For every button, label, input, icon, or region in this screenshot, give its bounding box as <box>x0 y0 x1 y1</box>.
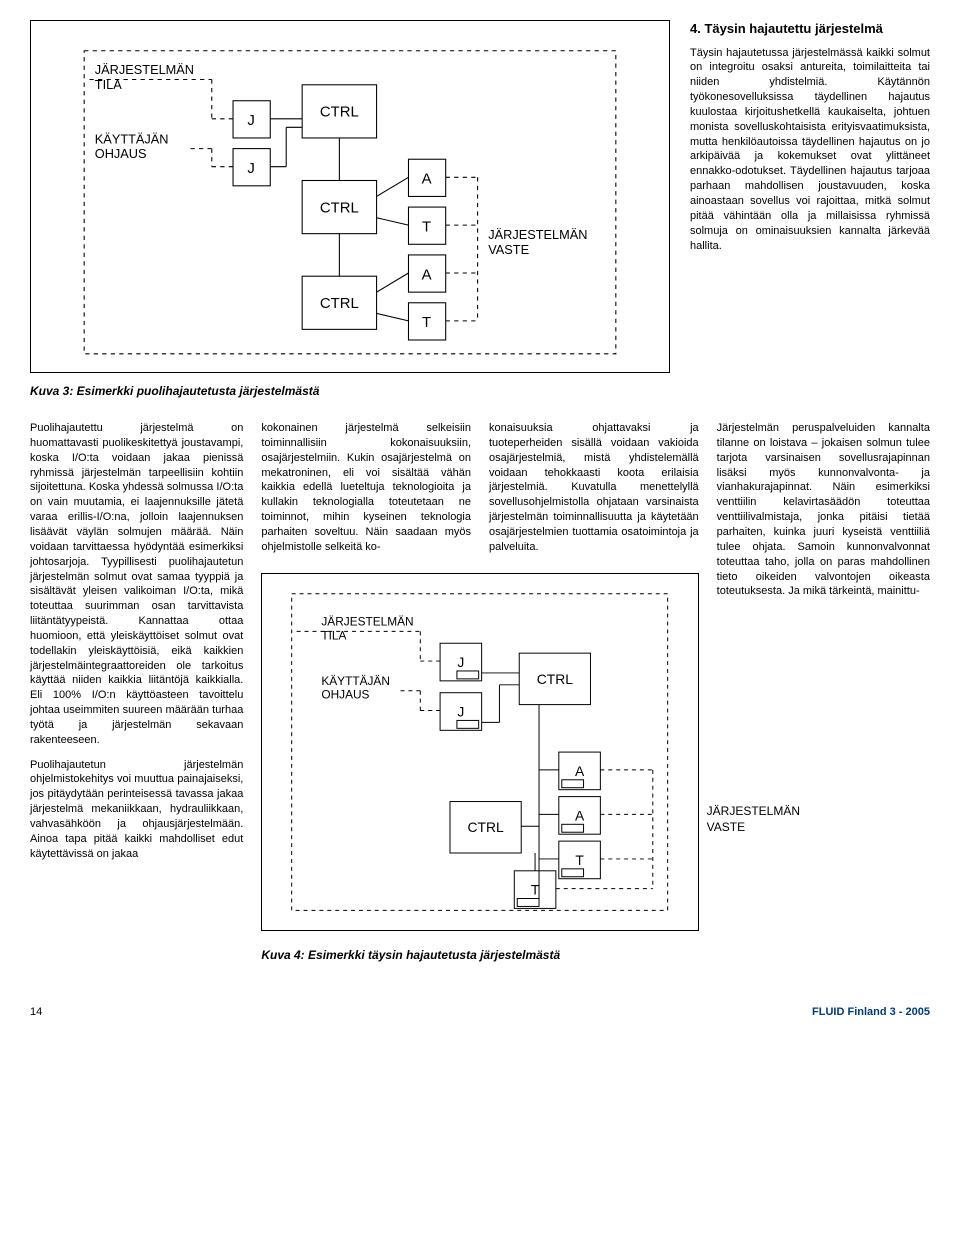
col1-p2: Puolihajautetun järjestelmän ohjelmistok… <box>30 758 243 862</box>
svg-text:J: J <box>458 703 465 719</box>
page-number: 14 <box>30 1005 42 1020</box>
svg-text:CTRL: CTRL <box>537 670 573 686</box>
section-4-p1: Täysin hajautetussa järjestelmässä kaikk… <box>690 46 930 254</box>
figure-4-diagram: JÄRJESTELMÄN TILA KÄYTTÄJÄN OHJAUS J <box>261 573 698 931</box>
section-4-title: 4. Täysin hajautettu järjestelmä <box>690 20 930 38</box>
svg-text:CTRL: CTRL <box>320 105 359 121</box>
svg-text:J: J <box>247 161 254 177</box>
svg-text:T: T <box>531 881 540 897</box>
diagram4-svg: JÄRJESTELMÄN TILA KÄYTTÄJÄN OHJAUS J <box>262 574 697 930</box>
svg-text:T: T <box>422 220 431 236</box>
svg-text:T: T <box>576 852 585 868</box>
response-label-fig4: JÄRJESTELMÄN VASTE <box>717 873 930 905</box>
page-footer: 14 FLUID Finland 3 - 2005 <box>0 987 960 1030</box>
svg-text:CTRL: CTRL <box>468 819 504 835</box>
magazine-name: FLUID Finland 3 - 2005 <box>812 1005 930 1020</box>
svg-text:CTRL: CTRL <box>320 296 359 312</box>
svg-text:A: A <box>575 763 585 779</box>
col2-p1: kokonainen järjestelmä selkeisiin toimin… <box>261 421 471 555</box>
figure-4-caption: Kuva 4: Esimerkki täysin hajautetusta jä… <box>261 947 698 963</box>
response-label: JÄRJESTELMÄN VASTE <box>488 227 591 257</box>
svg-text:A: A <box>422 267 432 283</box>
svg-text:J: J <box>458 654 465 670</box>
svg-text:KÄYTTÄJÄN OHJAUS: KÄYTTÄJÄN OHJAUS <box>322 673 394 701</box>
diagram3-svg: JÄRJESTELMÄN TILA KÄYTTÄJÄN OHJAUS J J C… <box>31 21 669 372</box>
svg-text:T: T <box>422 315 431 331</box>
figure-3-diagram: JÄRJESTELMÄN TILA KÄYTTÄJÄN OHJAUS J J C… <box>30 20 670 373</box>
figure-3-caption: Kuva 3: Esimerkki puolihajautetusta järj… <box>30 383 670 399</box>
svg-text:CTRL: CTRL <box>320 200 359 216</box>
col3-p1: konaisuuksia ohjattavaksi ja tuoteperhei… <box>489 421 699 555</box>
user-label: KÄYTTÄJÄN OHJAUS <box>95 131 172 161</box>
section-4-p2: Järjestelmän peruspalveluiden kannalta t… <box>717 421 930 599</box>
svg-text:A: A <box>575 807 585 823</box>
col1-p1: Puolihajautettu järjestelmä on huomattav… <box>30 421 243 748</box>
svg-text:A: A <box>422 172 432 188</box>
svg-text:JÄRJESTELMÄN TILA: JÄRJESTELMÄN TILA <box>322 614 418 642</box>
svg-text:J: J <box>247 113 254 129</box>
state-label: JÄRJESTELMÄN TILA <box>95 62 198 92</box>
